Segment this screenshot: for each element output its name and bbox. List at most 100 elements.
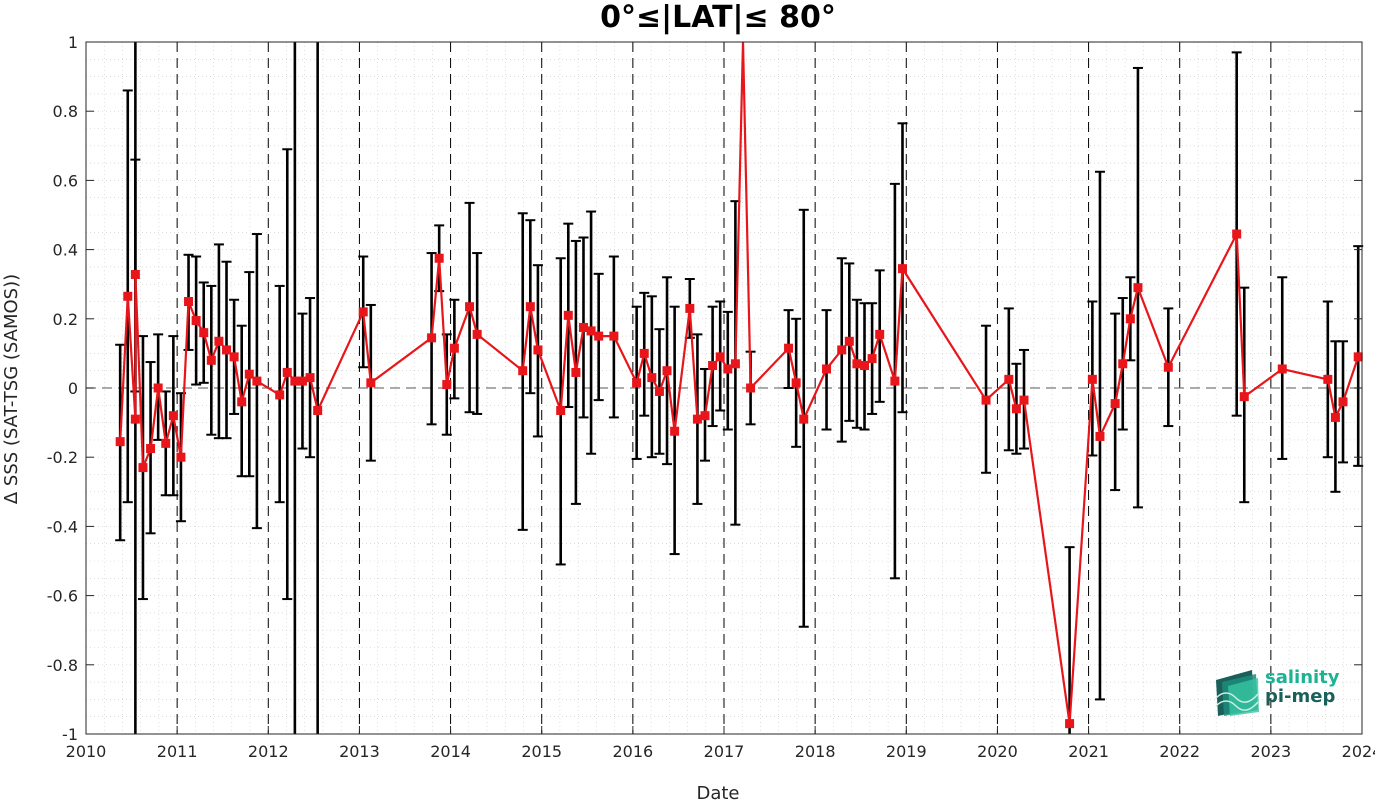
data-point-marker [1133,283,1143,293]
data-point-marker [890,376,900,386]
data-point-marker [123,291,133,301]
data-point-marker [1163,362,1173,372]
data-point-marker [639,348,649,358]
x-tick-label: 2023 [1250,742,1291,761]
y-tick-label: 0 [68,379,78,398]
y-tick-label: 0.6 [53,171,78,190]
data-point-marker [852,359,862,369]
y-tick-label: -0.6 [47,587,78,606]
y-tick-label: 0.4 [53,241,78,260]
data-point-marker [822,364,832,374]
data-point-marker [791,378,801,388]
x-tick-label: 2011 [157,742,198,761]
data-point-marker [844,336,854,346]
y-tick-label: 0.8 [53,102,78,121]
x-tick-label: 2019 [886,742,927,761]
salinity-pi-mep-logo: salinity pi-mep [1214,668,1344,718]
x-tick-label: 2017 [704,742,745,761]
data-point-marker [670,426,680,436]
data-point-marker [700,411,710,421]
data-point-marker [153,383,163,393]
data-point-marker [518,366,528,376]
x-ticks: 2010 2011 2012 2013 2014 2015 2016 2017 2018 2019… [66,726,1375,761]
data-point-marker [867,354,877,364]
data-point-marker [1118,359,1128,369]
data-point-marker [282,367,292,377]
data-point-marker [1338,397,1348,407]
x-tick-label: 2013 [339,742,380,761]
data-point-marker [366,378,376,388]
data-point-marker [609,331,619,341]
data-point-marker [799,414,809,424]
data-point-marker [578,322,588,332]
wave-logo-icon [1215,670,1259,716]
data-point-marker [533,345,543,355]
data-point-marker [1239,392,1249,402]
data-point-marker [708,361,718,371]
data-point-marker [1110,399,1120,409]
data-point-marker [176,452,186,462]
data-point-marker [594,331,604,341]
data-point-marker [297,376,307,386]
data-point-marker [1125,314,1135,324]
data-point-marker [1087,374,1097,384]
series-markers [115,229,1363,729]
data-point-marker [115,437,125,447]
data-point-marker [784,343,794,353]
x-tick-label: 2022 [1159,742,1200,761]
x-tick-label: 2010 [66,742,107,761]
data-point-marker [290,376,300,386]
data-point-marker [313,405,323,415]
data-point-marker [1095,431,1105,441]
data-point-marker [897,264,907,274]
data-point-marker [222,345,232,355]
y-tick-label: -0.4 [47,517,78,536]
data-point-marker [1232,229,1242,239]
data-point-marker [860,361,870,371]
x-axis-label: Date [696,783,739,801]
x-tick-label: 2012 [248,742,289,761]
data-point-marker [875,329,885,339]
data-point-marker [130,414,140,424]
y-ticks: 1 0.8 0.6 0.4 0.2 0 -0.2 -0.4 -0.6 -0.8 -1 [47,33,1362,744]
x-tick-label: 2018 [795,742,836,761]
data-point-marker [138,463,148,473]
x-tick-label: 2016 [612,742,653,761]
data-point-marker [434,253,444,263]
data-point-marker [1011,404,1021,414]
data-point-marker [130,270,140,280]
data-point-marker [715,352,725,362]
data-point-marker [229,352,239,362]
data-point-marker [685,303,695,313]
y-tick-label: -1 [62,725,78,744]
data-point-marker [525,302,535,312]
data-point-marker [252,376,262,386]
x-tick-label: 2015 [521,742,562,761]
data-point-marker [449,343,459,353]
data-point-marker [837,345,847,355]
data-point-marker [168,411,178,421]
data-point-marker [214,336,224,346]
data-point-marker [632,378,642,388]
data-point-marker [244,369,254,379]
y-axis-label: Δ SSS (SAT-TSG (SAMOS)) [1,274,22,504]
data-point-marker [305,373,315,383]
data-point-marker [662,366,672,376]
logo-line-1: salinity [1265,667,1340,688]
y-tick-label: -0.8 [47,656,78,675]
data-point-marker [206,355,216,365]
data-point-marker [692,414,702,424]
data-point-marker [1277,364,1287,374]
data-point-marker [1323,374,1333,384]
data-point-marker [1004,374,1014,384]
data-point-marker [981,395,991,405]
data-point-marker [571,367,581,377]
y-tick-label: 0.2 [53,310,78,329]
y-tick-label: -0.2 [47,448,78,467]
data-point-marker [146,444,156,454]
chart-title: 0°≤|LAT|≤ 80° [600,0,836,35]
data-point-marker [191,316,201,326]
x-tick-label: 2020 [977,742,1018,761]
data-point-marker [184,297,194,306]
